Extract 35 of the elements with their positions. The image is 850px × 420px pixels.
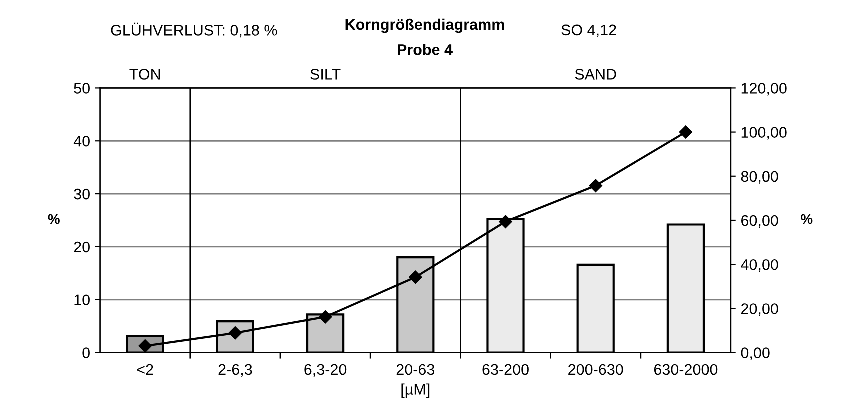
point — [318, 310, 332, 324]
y-tick-label: 20 — [74, 242, 90, 253]
y2-axis-title: % — [801, 214, 813, 224]
x-tick-label: 63-200 — [482, 364, 529, 376]
y2-tick-label: 100,00 — [742, 127, 787, 140]
text: SAND — [575, 69, 616, 80]
x-tick-label: 6,3-20 — [304, 364, 347, 377]
y2-tick-label: 0,00 — [741, 348, 770, 360]
x-tick-label: 20-63 — [396, 364, 435, 376]
chart-subtitle: Probe 4 — [398, 44, 453, 56]
x-axis-title: [µM] — [402, 384, 430, 398]
chart-title: Korngrößendiagramm — [346, 18, 504, 34]
point — [679, 126, 693, 139]
x-tick-label: <2 — [137, 364, 154, 375]
y-tick-label: 0 — [82, 348, 90, 358]
y2-tick-label: 20,00 — [741, 304, 778, 316]
y2-tick-label: 60,00 — [742, 215, 778, 228]
point — [409, 270, 422, 284]
y-tick-label: 10 — [74, 294, 90, 306]
y2-tick-label: 80,00 — [741, 171, 778, 184]
x-tick-label: 630-2000 — [654, 364, 718, 376]
y2-tick-label: 40,00 — [741, 259, 778, 272]
y-tick-label: 50 — [74, 83, 90, 94]
point — [589, 179, 602, 192]
y-tick-label: 40 — [74, 136, 90, 147]
text: GLÜHVERLUST: 0,18 % — [111, 22, 278, 38]
point — [499, 215, 512, 228]
y2-tick-label: 120,00 — [742, 83, 787, 96]
x-tick-label: 2-6,3 — [218, 364, 252, 377]
text: SILT — [310, 69, 341, 80]
x-tick-label: 200-630 — [568, 364, 624, 376]
text: TON — [130, 69, 160, 80]
y-axis-title: % — [48, 214, 60, 224]
y-tick-label: 30 — [74, 188, 90, 200]
text: SO 4,12 — [562, 24, 616, 38]
